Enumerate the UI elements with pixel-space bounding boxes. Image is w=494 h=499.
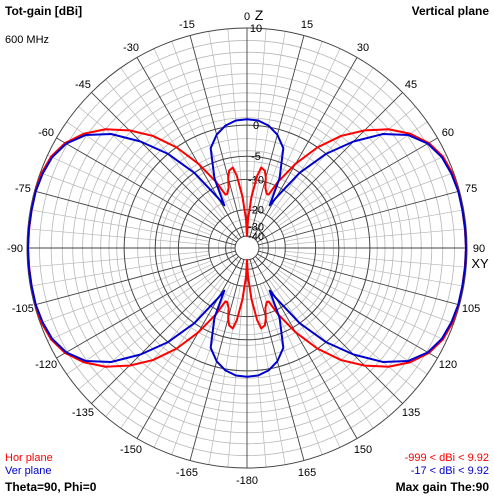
angle-tick-label: 150 xyxy=(354,444,372,456)
angle-tick-label: -90 xyxy=(7,243,23,255)
angle-tick-label: -120 xyxy=(35,359,57,371)
radial-tick-label: -30 xyxy=(248,222,264,234)
plane-title: Vertical plane xyxy=(411,4,489,18)
angle-tick-label: -30 xyxy=(123,42,139,54)
angle-tick-label: -165 xyxy=(176,467,198,479)
grid-spoke xyxy=(258,190,460,246)
grid-spoke-minor xyxy=(47,263,213,342)
angle-tick-label: -180 xyxy=(236,475,258,487)
angle-tick-label: 15 xyxy=(301,19,313,31)
grid-spoke xyxy=(91,256,239,404)
angle-tick-label: 45 xyxy=(405,79,417,91)
angle-tick-label: 165 xyxy=(298,467,316,479)
angle-tick-label: -75 xyxy=(15,183,31,195)
angle-tick-label: -135 xyxy=(72,407,94,419)
angle-tick-label: -60 xyxy=(38,127,54,139)
angle-tick-label: 105 xyxy=(462,303,480,315)
angle-tick-label: 60 xyxy=(442,127,454,139)
radial-tick-label: -40 xyxy=(248,231,264,243)
ver-gain-range: -17 < dBi < 9.92 xyxy=(410,465,489,477)
angle-tick-label: 75 xyxy=(465,183,477,195)
grid-spoke-minor xyxy=(281,154,447,233)
grid-spoke xyxy=(255,92,403,240)
grid-spoke xyxy=(252,258,358,439)
grid-spoke xyxy=(34,250,236,306)
axis-label-xy: XY xyxy=(471,256,489,271)
legend-hor-plane: Hor plane xyxy=(5,452,53,464)
grid-spoke xyxy=(34,190,236,246)
grid-spoke xyxy=(252,57,358,238)
angle-tick-label: -105 xyxy=(12,303,34,315)
radial-tick-label: -20 xyxy=(248,205,264,217)
hor-gain-range: -999 < dBi < 9.92 xyxy=(404,452,489,464)
grid-spoke-minor xyxy=(281,263,447,342)
angle-tick-label: 30 xyxy=(357,42,369,54)
theta-phi-label: Theta=90, Phi=0 xyxy=(5,480,97,494)
grid-spoke xyxy=(56,253,237,359)
max-gain-label: Max gain The:90 xyxy=(395,480,489,494)
grid-spoke-minor xyxy=(47,154,213,233)
series-line-hor-plane xyxy=(27,128,467,368)
grid-spoke xyxy=(257,253,438,359)
radial-tick-label: -5 xyxy=(251,151,261,163)
chart-title: Tot-gain [dBi] xyxy=(5,4,83,18)
angle-tick-label: 135 xyxy=(402,407,420,419)
series-line-ver-plane xyxy=(27,118,467,378)
radial-tick-label: 10 xyxy=(250,23,262,35)
angle-tick-label: 120 xyxy=(439,359,457,371)
angle-tick-label: -150 xyxy=(120,444,142,456)
legend-ver-plane: Ver plane xyxy=(5,465,52,477)
axis-label-z: Z xyxy=(255,7,264,23)
angle-tick-label: -45 xyxy=(75,79,91,91)
grid-spoke xyxy=(258,250,460,306)
grid-spoke xyxy=(136,258,242,439)
grid-spoke xyxy=(255,256,403,404)
grid-spoke xyxy=(91,92,239,240)
angle-tick-label: 90 xyxy=(473,243,485,255)
angle-tick-label: -15 xyxy=(179,19,195,31)
frequency-label: 600 MHz xyxy=(5,34,50,46)
angle-tick-label: 0 xyxy=(244,11,250,23)
grid-spoke xyxy=(136,57,242,238)
grid-spoke xyxy=(257,137,438,243)
radial-tick-label: 0 xyxy=(253,120,259,132)
grid-spoke xyxy=(56,137,237,243)
